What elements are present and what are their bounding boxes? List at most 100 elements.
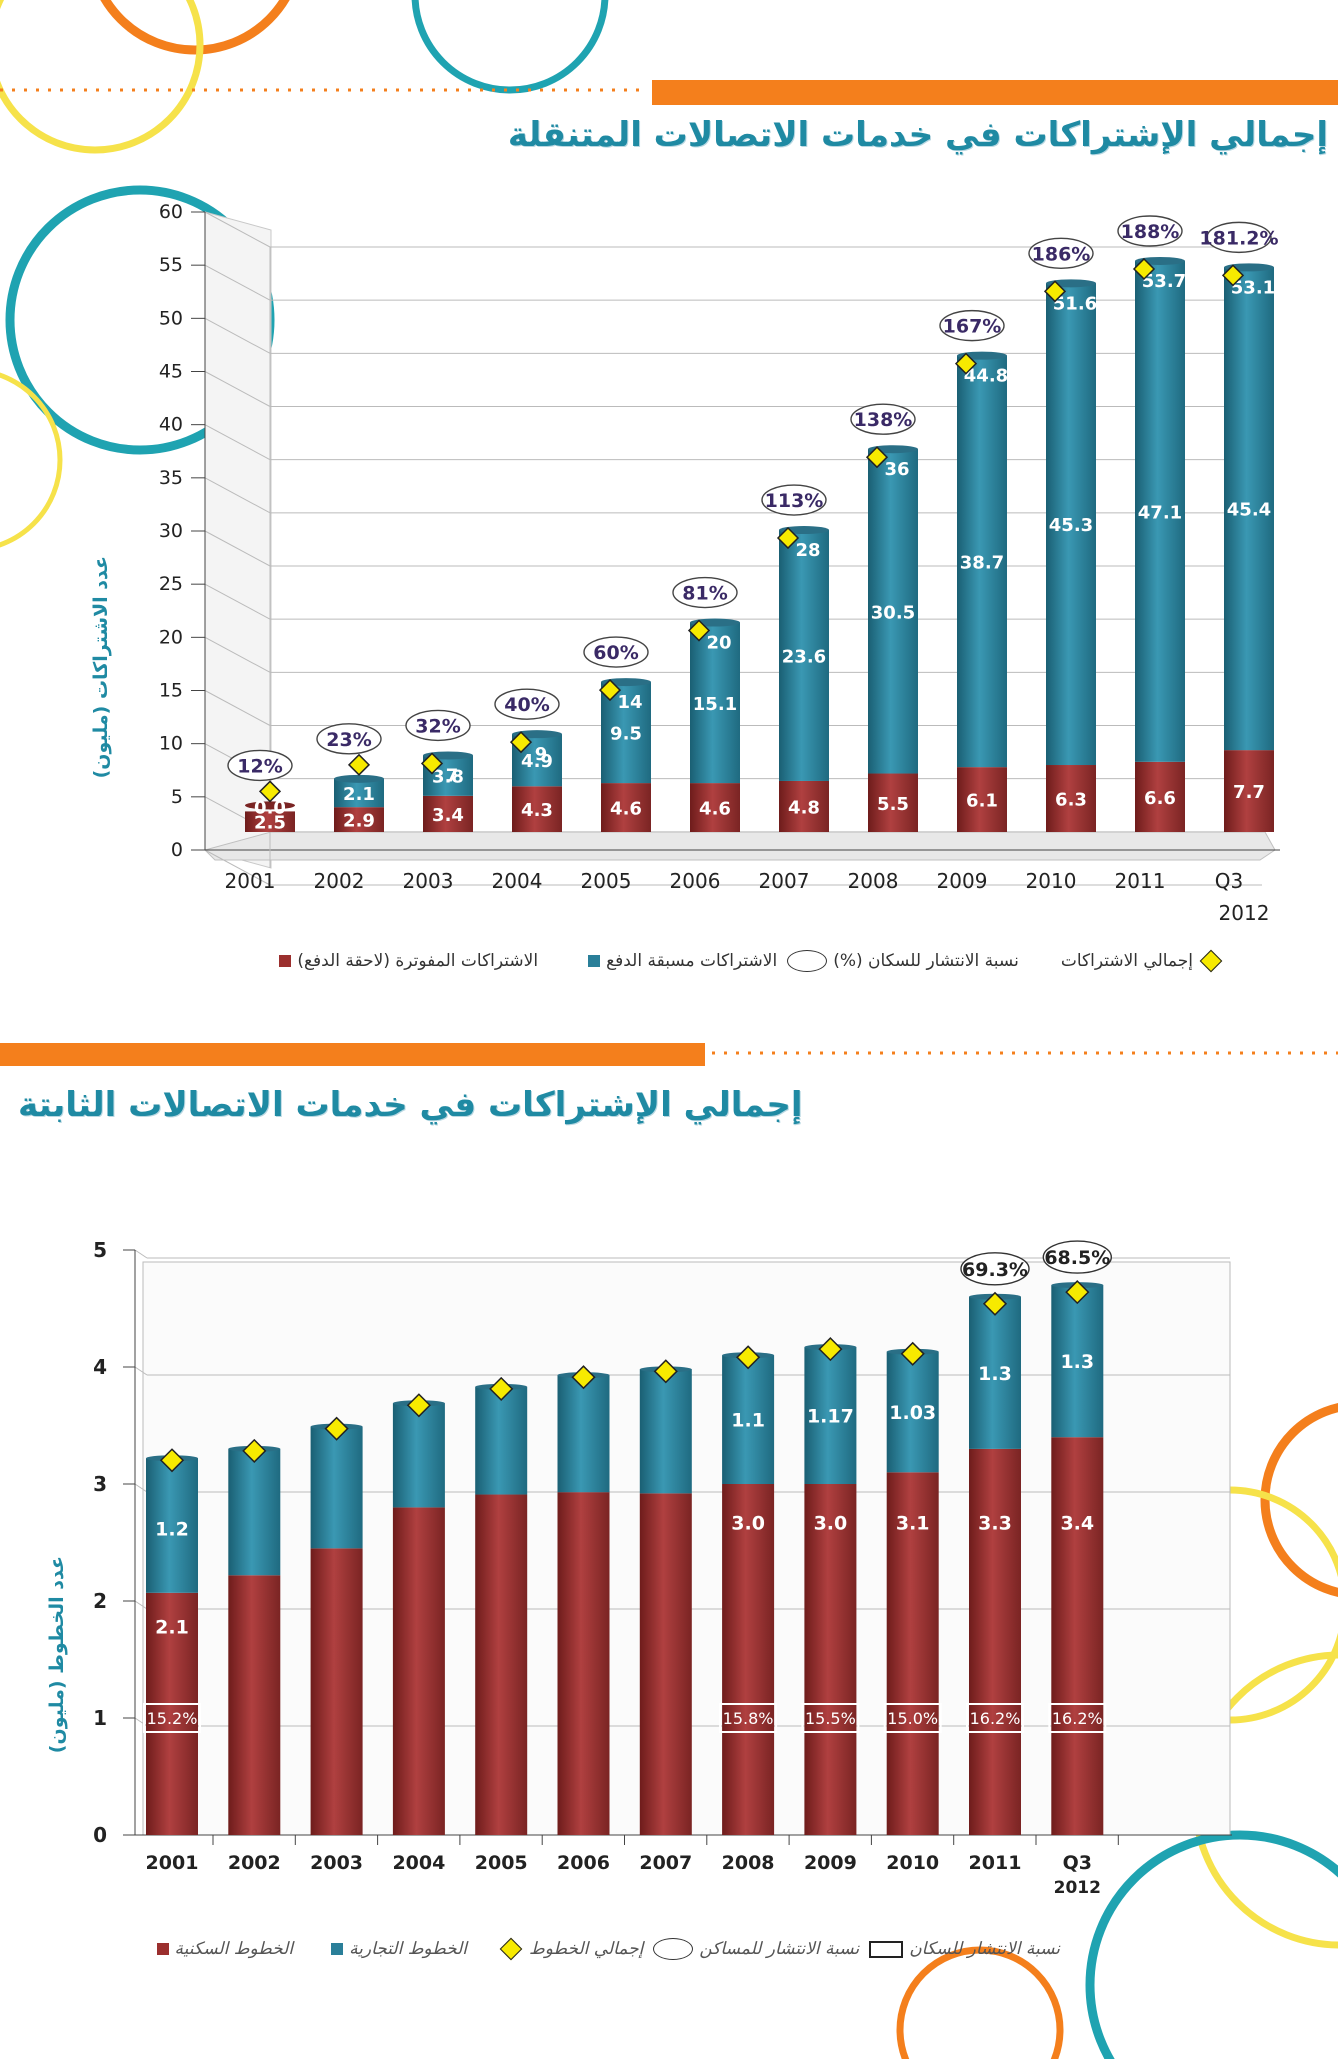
total-value-label: 51.6 [1053,293,1097,314]
penetration-oval [1206,221,1272,254]
bar-residential [969,1448,1021,1835]
postpaid-value-label: 4.6 [610,799,642,820]
total-diamond-marker [159,1448,185,1473]
penetration-oval [939,309,1005,342]
gridline-slant [204,583,271,620]
postpaid-value-label: 6.1 [966,791,998,812]
fixed-section-title: إجمالي الإشتراكات في خدمات الاتصالات الث… [18,1085,803,1125]
bar-postpaid [423,795,473,832]
penetration-oval [1028,237,1094,270]
household-penetration-oval [960,1252,1030,1286]
total-diamond-marker [1132,257,1156,281]
bar-postpaid [690,783,740,832]
penetration-label: 40% [504,694,549,716]
prepaid-value-label: 9.5 [610,724,642,745]
x-tick-label: 2002 [314,869,365,893]
prepaid-value-label: 0.0 [254,797,286,818]
mobile-legend: إجمالي الاشتراكات نسبة الانتشار للسكان (… [279,949,1223,973]
bar-residential [1051,1437,1104,1835]
total-value-label: 44.8 [964,366,1008,387]
total-value-label: 20 [706,633,731,654]
y-tick-label: 45 [159,361,183,383]
bar-postpaid [779,780,829,832]
legend-prepaid-label: الاشتراكات مسبقة الدفع [606,951,778,971]
bar-residential [310,1548,363,1835]
x-tick-label: 2001 [146,1852,199,1874]
bar-business [804,1347,857,1484]
bar-residential [392,1507,445,1835]
penetration-oval [227,749,293,782]
y-tick-label: 15 [159,680,183,702]
penetration-oval [583,636,649,668]
gridline-slant [134,1249,148,1259]
x-tick-label-year: 2012 [1054,1878,1101,1898]
postpaid-value-label: 5.5 [877,794,909,815]
bar-business [392,1403,445,1508]
bar-business [722,1355,775,1484]
deco-circle-yellow-left [0,372,63,548]
bar-top-cap [334,774,384,783]
y-tick-label: 60 [159,201,183,223]
y-tick-label: 25 [159,573,183,595]
prepaid-value-label: 47.1 [1138,502,1182,523]
legend-business-label: الخطوط التجارية [349,1939,468,1959]
bar-residential [228,1575,281,1835]
penetration-label: 60% [593,642,638,664]
section-dividers [0,80,1338,1066]
bar-residential [722,1484,775,1835]
bar-prepaid [1224,267,1274,751]
total-diamond-marker [258,780,282,803]
household-penetration-label: 69.3% [962,1259,1028,1281]
population-penetration-box [1048,1703,1107,1733]
total-diamond-marker [954,352,978,375]
x-tick-label-year: 2012 [1219,901,1270,925]
y-tick-label: 30 [159,520,183,542]
bar-residential [146,1592,198,1835]
gridline-slant [204,477,271,514]
prepaid-value-label: 45.4 [1227,500,1271,521]
total-diamond-marker [818,1337,843,1362]
x-tick-label: 2010 [886,1852,939,1874]
legend-total-lines-label: إجمالي الخطوط [529,1939,644,1959]
gridline-slant [134,1483,148,1493]
y-tick-label: 40 [159,414,183,436]
x-tick-label: 2001 [225,869,276,893]
household-penetration-label: 68.5% [1044,1247,1110,1269]
x-tick-label: 2003 [310,1852,363,1874]
penetration-oval [672,576,738,609]
gridline-slant [204,317,271,354]
penetration-label: 188% [1121,221,1180,243]
y-tick-label: 55 [159,254,183,276]
postpaid-value-label: 7.7 [1233,782,1265,803]
total-diamond-marker [1043,280,1067,303]
y-tick-label: 2 [93,1589,107,1613]
bar-prepaid [868,449,918,774]
deco-circle-teal-top-mid [411,0,609,94]
population-penetration-label: 15.5% [805,1709,856,1728]
penetration-label: 186% [1032,243,1091,265]
penetration-oval [405,709,471,742]
bar-prepaid [779,530,829,781]
bar-business [1051,1285,1104,1438]
x-tick-label: 2005 [581,869,632,893]
bar-postpaid [1224,750,1274,832]
red-square-icon [156,1943,169,1955]
total-diamond-marker [598,679,622,702]
postpaid-value-label: 2.5 [254,813,286,834]
bar-postpaid [334,807,384,832]
y-tick-label: 50 [159,307,183,329]
residential-value-label: 3.3 [978,1513,1012,1535]
business-value-label: 1.3 [978,1363,1012,1385]
bar-postpaid [601,783,651,832]
legend-postpaid: الاشتراكات المفوترة (لاحقة الدفع) [279,951,538,971]
bar-residential [557,1492,610,1835]
population-penetration-label: 15.2% [147,1709,198,1728]
yellow-diamond-icon [1199,949,1223,973]
population-penetration-box [883,1703,942,1733]
fixed-subscriptions-chart: 0 1 2 3 4 5 2001 2.1 1.2 15.2% 2002 2003 2004 2005 200… [93,1238,1232,1898]
legend-prepaid: الاشتراكات مسبقة الدفع [588,951,777,971]
bar-prepaid [690,622,740,784]
x-tick-label: 2008 [722,1852,775,1874]
legend-residential-label: الخطوط السكنية [174,1939,294,1959]
x-tick-label: 2011 [1115,869,1166,893]
